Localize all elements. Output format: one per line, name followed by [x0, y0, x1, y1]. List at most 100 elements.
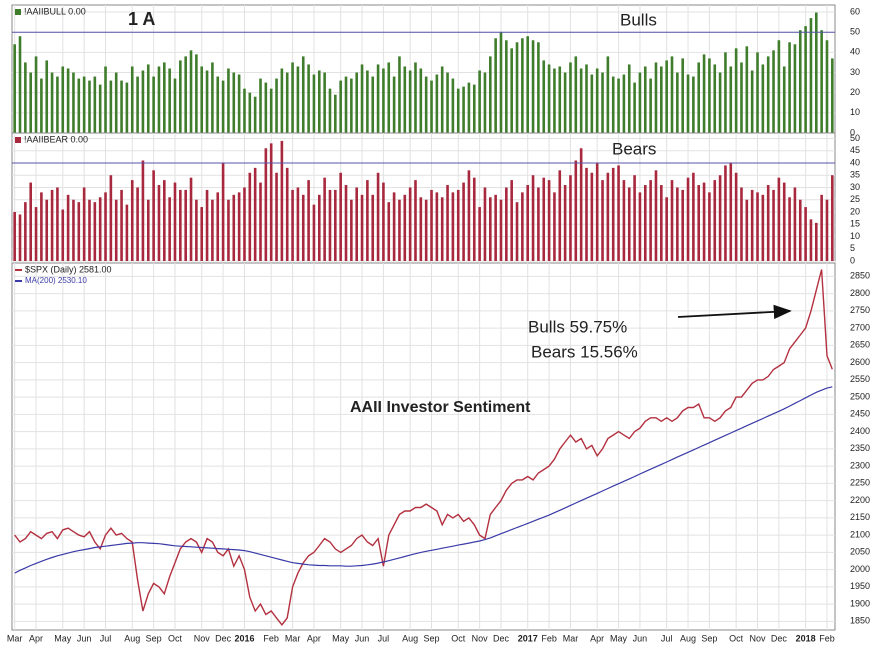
bar — [649, 180, 652, 261]
bar — [798, 30, 802, 133]
bar — [50, 72, 54, 133]
bar — [376, 172, 380, 261]
bar — [660, 66, 663, 133]
annotation: Bears 15.56% — [531, 342, 638, 361]
panel — [11, 262, 836, 631]
bar — [419, 197, 423, 261]
y-tick-label: 50 — [850, 27, 860, 37]
bar — [756, 192, 759, 261]
y-tick-label: 2850 — [850, 271, 870, 281]
y-tick-label: 0 — [850, 127, 855, 137]
bar — [34, 56, 38, 133]
bar — [18, 36, 22, 133]
bar — [831, 175, 834, 261]
bar — [232, 72, 236, 133]
bar — [643, 185, 647, 261]
x-tick-label: Jun — [633, 633, 648, 643]
bar — [163, 62, 166, 133]
bar — [243, 187, 246, 261]
bar — [56, 76, 59, 133]
bar — [259, 78, 262, 133]
bar — [366, 180, 369, 261]
x-tick-label: Apr — [590, 633, 604, 643]
bar — [462, 182, 465, 261]
bar — [371, 76, 375, 133]
x-tick-label: Mar — [7, 633, 23, 643]
bar — [665, 60, 668, 133]
bar — [366, 70, 369, 133]
bar — [793, 187, 797, 261]
x-tick-label: Jun — [355, 633, 370, 643]
bar — [392, 192, 396, 261]
bar — [296, 187, 300, 261]
x-tick-label: Sep — [424, 633, 440, 643]
panel-title: !AAIIBEAR 0.00 — [24, 134, 88, 144]
bar — [825, 40, 829, 133]
x-tick-label: Mar — [285, 633, 301, 643]
bar — [216, 76, 220, 133]
bar — [542, 60, 546, 133]
bar — [724, 52, 727, 133]
bar — [825, 199, 829, 261]
x-tick-label: Sep — [146, 633, 162, 643]
bar — [793, 44, 797, 133]
bar — [510, 48, 513, 133]
bar — [168, 68, 171, 133]
bar — [740, 62, 743, 133]
bar — [531, 40, 535, 133]
legend-label: MA(200) 2530.10 — [25, 276, 87, 285]
bar — [398, 199, 401, 261]
bar — [307, 180, 310, 261]
bar — [750, 189, 754, 261]
bar — [558, 170, 562, 261]
y-tick-label: 2450 — [850, 409, 870, 419]
bar — [387, 62, 391, 133]
panel — [11, 132, 836, 262]
y-tick-label: 1950 — [850, 581, 870, 591]
bar — [430, 80, 433, 133]
bar — [419, 68, 423, 133]
bar — [237, 74, 241, 133]
bar — [189, 177, 193, 261]
bar — [360, 194, 364, 261]
bar — [152, 76, 155, 133]
bar — [681, 58, 684, 133]
bar — [526, 36, 530, 133]
bar — [472, 177, 476, 261]
bar — [654, 62, 658, 133]
bar — [13, 211, 16, 261]
y-tick-label: 2400 — [850, 426, 870, 436]
y-tick-label: 2000 — [850, 564, 870, 574]
bar — [617, 165, 620, 261]
y-tick-label: 2700 — [850, 322, 870, 332]
bar — [130, 180, 134, 261]
bar — [328, 88, 332, 133]
bar — [713, 180, 717, 261]
y-tick-label: 2300 — [850, 460, 870, 470]
bar — [777, 40, 781, 133]
bar — [654, 170, 658, 261]
bar — [350, 78, 353, 133]
bar — [772, 189, 775, 261]
bar — [633, 175, 636, 261]
bar — [317, 194, 321, 261]
bar — [195, 199, 198, 261]
bar — [88, 199, 91, 261]
bar — [595, 162, 599, 261]
legend-swatch — [15, 9, 21, 15]
bar — [195, 54, 198, 133]
bar — [601, 180, 604, 261]
bar — [93, 76, 97, 133]
bar — [66, 68, 70, 133]
bar — [590, 74, 594, 133]
bar — [761, 64, 765, 133]
bar — [371, 194, 375, 261]
x-tick-label: Dec — [771, 633, 788, 643]
bar — [227, 199, 230, 261]
bar — [649, 78, 652, 133]
bar — [24, 62, 27, 133]
panel-caption: Bears — [612, 139, 656, 158]
bar — [745, 46, 749, 133]
bar — [301, 56, 305, 133]
bar — [104, 192, 107, 261]
